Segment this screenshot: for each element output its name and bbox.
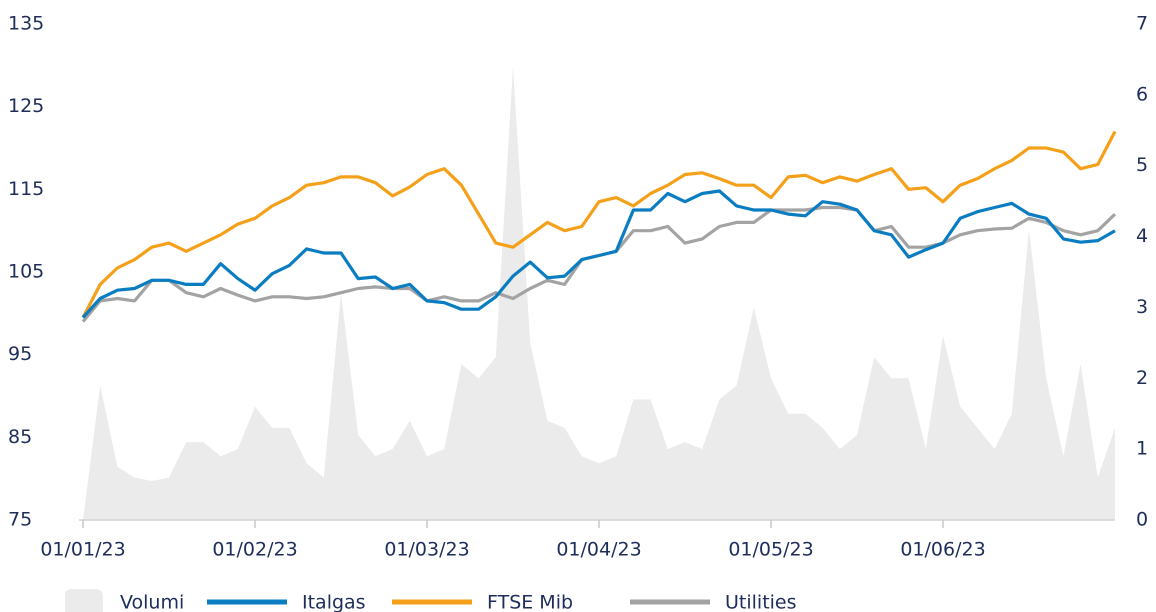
y2-tick-label: 6 [1136,83,1148,105]
legend-label: FTSE Mib [487,592,573,612]
x-tick-label: 01/01/23 [40,539,125,561]
x-tick-label: 01/03/23 [384,539,469,561]
y2-tick-label: 7 [1136,13,1148,35]
y-tick-label: 135 [8,13,44,35]
series-line [81,130,1117,319]
y-tick-label: 125 [8,95,44,117]
x-tick-label: 01/05/23 [728,539,813,561]
legend-label: Italgas [302,592,366,612]
y-tick-label: 95 [8,343,32,365]
y2-tick-label: 0 [1136,509,1148,531]
x-tick-label: 01/04/23 [556,539,641,561]
y2-tick-label: 5 [1136,154,1148,176]
y2-tick-label: 3 [1136,296,1148,318]
y-tick-label: 115 [8,178,44,200]
y2-tick-label: 4 [1136,225,1148,247]
series-line [81,189,1116,319]
x-tick-label: 01/06/23 [900,539,985,561]
x-tick-label: 01/02/23 [212,539,297,561]
y2-tick-label: 1 [1136,438,1148,460]
y-tick-label: 85 [8,426,32,448]
legend-label: Utilities [725,592,797,612]
y-tick-label: 75 [8,509,32,531]
volume-area [83,66,1115,520]
y2-tick-label: 2 [1136,367,1148,389]
legend-swatch [65,589,103,612]
y-tick-label: 105 [8,261,44,283]
legend-label: Volumi [120,592,184,612]
